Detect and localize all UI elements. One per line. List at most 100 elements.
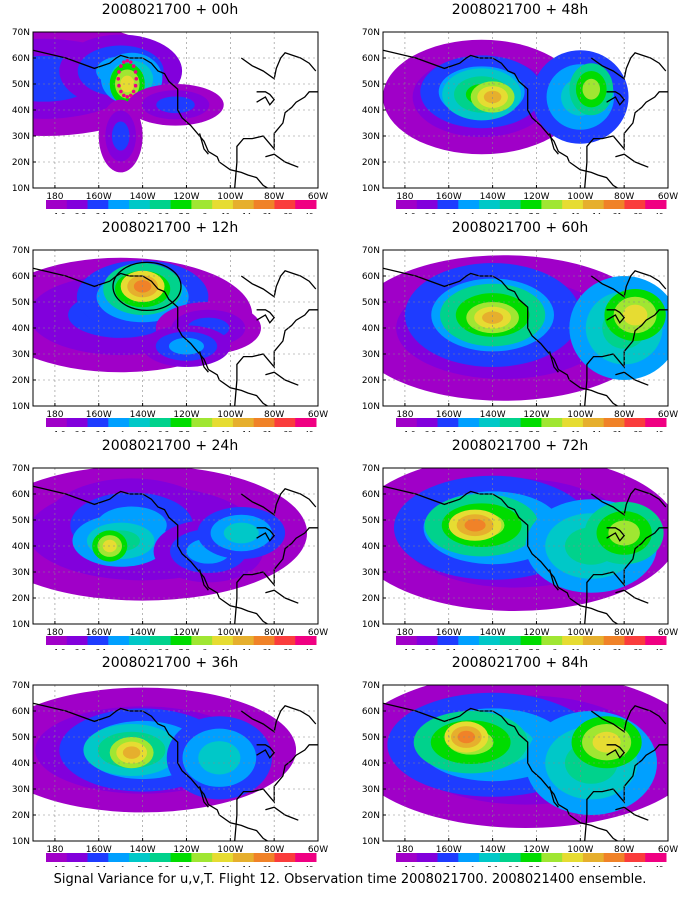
- coastline: [256, 309, 276, 324]
- colorbar-label: 6.3: [508, 648, 519, 650]
- coastline: [198, 351, 209, 373]
- colorbar-label: 40: [654, 212, 663, 214]
- lat-tick-label: 60N: [362, 54, 380, 64]
- colorbar-label: 7.5: [528, 865, 540, 867]
- coastline: [198, 133, 209, 155]
- lon-tick-label: 120W: [523, 192, 549, 202]
- colorbar-swatch: [603, 636, 625, 645]
- colorbar-label: 14: [242, 212, 251, 214]
- colorbar-label: 1.6: [54, 430, 66, 432]
- colorbar-label: 4: [469, 212, 473, 214]
- colorbar-label: 40: [304, 430, 313, 432]
- lon-tick-label: 140W: [130, 192, 156, 202]
- flight-track-point: [125, 59, 130, 63]
- coastline: [590, 52, 667, 80]
- flight-track-point: [119, 64, 123, 68]
- colorbar-label: 29: [283, 430, 292, 432]
- colorbar-swatch: [212, 636, 234, 645]
- coastline: [234, 744, 318, 841]
- variance-map: 70N 60N 50N 40N 30N 20N 10N 180 160W 140W 120W 100W…: [12, 246, 328, 432]
- colorbar-swatch: [149, 418, 172, 427]
- lon-tick-label: 140W: [480, 845, 506, 855]
- target-region-circle: [112, 261, 182, 312]
- lon-tick-label: 60W: [308, 410, 328, 420]
- coastline: [234, 309, 318, 406]
- lon-tick-label: 140W: [130, 845, 156, 855]
- lat-tick-label: 40N: [362, 106, 380, 116]
- colorbar-swatch: [562, 418, 584, 427]
- colorbar-swatch: [645, 418, 667, 427]
- colorbar-label: 3.1: [445, 865, 456, 867]
- lat-tick-label: 40N: [12, 106, 30, 116]
- colorbar-swatch: [129, 418, 151, 427]
- colorbar-label: 3.1: [95, 212, 106, 214]
- variance-field: [33, 32, 318, 188]
- lat-tick-label: 30N: [362, 132, 380, 142]
- colorbar-label: 4: [469, 648, 473, 650]
- colorbar-swatch: [645, 636, 667, 645]
- variance-field: [33, 685, 318, 841]
- colorbar-label: 14: [242, 865, 251, 867]
- colorbar-label: 6.3: [158, 865, 169, 867]
- panel-title: 2008021700 + 72h: [451, 438, 589, 454]
- lon-tick-label: 120W: [523, 410, 549, 420]
- flight-track-point: [134, 77, 139, 81]
- coastline: [33, 485, 268, 624]
- variance-contour: [592, 731, 621, 753]
- colorbar-label: 11: [571, 648, 580, 650]
- map-panel: 2008021700 + 12h 70N 60N 50N 40N 30N 20N 10N 180…: [0, 220, 340, 432]
- colorbar-swatch: [396, 200, 418, 209]
- colorbar-label: 9: [553, 865, 558, 867]
- colorbar-label: 40: [304, 648, 313, 650]
- colorbar-swatch: [624, 853, 646, 862]
- lon-tick-label: 100W: [217, 845, 243, 855]
- colorbar-label: 7.5: [528, 212, 540, 214]
- lat-tick-label: 60N: [12, 490, 30, 500]
- lon-tick-label: 160W: [86, 845, 112, 855]
- coastline: [615, 589, 649, 604]
- colorbar-swatch: [582, 853, 605, 862]
- colorbar-swatch: [624, 636, 646, 645]
- colorbar-swatch: [520, 418, 542, 427]
- colorbar-label: 9: [553, 212, 558, 214]
- colorbar-label: 2.2: [75, 430, 87, 432]
- lon-tick-label: 80W: [264, 628, 284, 638]
- coastline: [590, 270, 667, 298]
- colorbar-swatch: [253, 636, 275, 645]
- colorbar-label: 21: [613, 865, 622, 867]
- lat-tick-label: 60N: [12, 54, 30, 64]
- lon-tick-label: 80W: [614, 410, 634, 420]
- colorbar-label: 11: [221, 865, 230, 867]
- coastline: [256, 744, 276, 759]
- colorbar-swatch: [458, 853, 480, 862]
- colorbar-label: 7.5: [178, 212, 190, 214]
- colorbar-swatch: [253, 418, 275, 427]
- coastline: [606, 309, 626, 324]
- lat-tick-label: 20N: [12, 158, 30, 168]
- colorbar-label: 4: [119, 648, 123, 650]
- flight-track-point: [133, 70, 138, 74]
- coastline: [256, 527, 276, 542]
- lat-tick-label: 10N: [12, 620, 30, 630]
- coastline: [584, 309, 668, 406]
- lon-tick-label: 160W: [86, 628, 112, 638]
- colorbar-label: 5.1: [487, 430, 498, 432]
- colorbar-swatch: [129, 636, 151, 645]
- colorbar-label: 3.1: [95, 865, 106, 867]
- colorbar-swatch: [562, 636, 584, 645]
- colorbar-label: 3.1: [445, 648, 456, 650]
- colorbar-label: 1.6: [404, 430, 416, 432]
- colorbar-swatch: [108, 418, 130, 427]
- colorbar-swatch: [212, 200, 234, 209]
- colorbar-swatch: [149, 853, 172, 862]
- variance-contour: [198, 741, 241, 775]
- lat-tick-label: 20N: [362, 594, 380, 604]
- coastline: [383, 267, 618, 406]
- colorbar-label: 5.1: [137, 212, 148, 214]
- lat-tick-label: 70N: [12, 681, 30, 691]
- colorbar-label: 1.6: [54, 212, 66, 214]
- coastline: [265, 589, 299, 604]
- coastline: [383, 702, 618, 841]
- colorbar-swatch: [108, 200, 130, 209]
- colorbar-swatch: [274, 853, 296, 862]
